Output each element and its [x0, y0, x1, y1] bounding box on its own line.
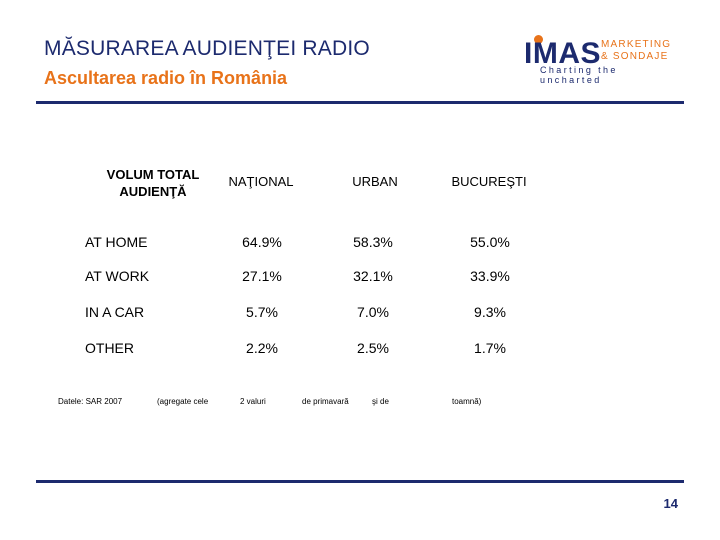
- footnote-part: toamnă): [452, 397, 482, 406]
- table-cell: 2.2%: [246, 340, 278, 356]
- table-cell: 7.0%: [357, 304, 389, 320]
- column-header-national: NAŢIONAL: [228, 174, 294, 189]
- imas-logo: IMAS MARKETING & SONDAJE Charting the un…: [524, 35, 684, 85]
- table-cell: 9.3%: [474, 304, 506, 320]
- footnote-source: Datele: SAR 2007: [58, 397, 123, 406]
- logo-tagline: Charting the uncharted: [540, 65, 618, 85]
- table-cell: 32.1%: [353, 268, 393, 284]
- logo-line2: & SONDAJE: [601, 51, 669, 62]
- footnote-part: (agregate cele: [157, 397, 209, 406]
- table-cell: 55.0%: [470, 234, 510, 250]
- corner-header: VOLUM TOTAL AUDIENŢĂ: [106, 167, 200, 199]
- logo-line1: MARKETING: [601, 39, 672, 50]
- table-cell: 5.7%: [246, 304, 278, 320]
- page-number: 14: [663, 496, 678, 511]
- footnote-part: de primavară: [302, 397, 349, 406]
- table-cell: 33.9%: [470, 268, 510, 284]
- table-cell: 2.5%: [357, 340, 389, 356]
- top-divider: [36, 101, 684, 104]
- row-label: IN A CAR: [85, 304, 145, 320]
- footnote-part: 2 valuri: [240, 397, 266, 406]
- row-label: AT HOME: [85, 234, 148, 250]
- page-subtitle: Ascultarea radio în România: [44, 68, 288, 88]
- table-cell: 58.3%: [353, 234, 393, 250]
- footnote-part: şi de: [372, 397, 389, 406]
- table-cell: 27.1%: [242, 268, 282, 284]
- column-header-urban: URBAN: [352, 174, 398, 189]
- column-header-bucuresti: BUCUREŞTI: [451, 174, 527, 189]
- table-cell: 1.7%: [474, 340, 506, 356]
- row-label: OTHER: [85, 340, 134, 356]
- logo-dot-icon: [534, 35, 543, 44]
- page-title: MĂSURAREA AUDIENŢEI RADIO: [44, 37, 370, 60]
- table-cell: 64.9%: [242, 234, 282, 250]
- logo-main-text: IMAS: [524, 37, 601, 70]
- row-label: AT WORK: [85, 268, 150, 284]
- bottom-divider: [36, 480, 684, 483]
